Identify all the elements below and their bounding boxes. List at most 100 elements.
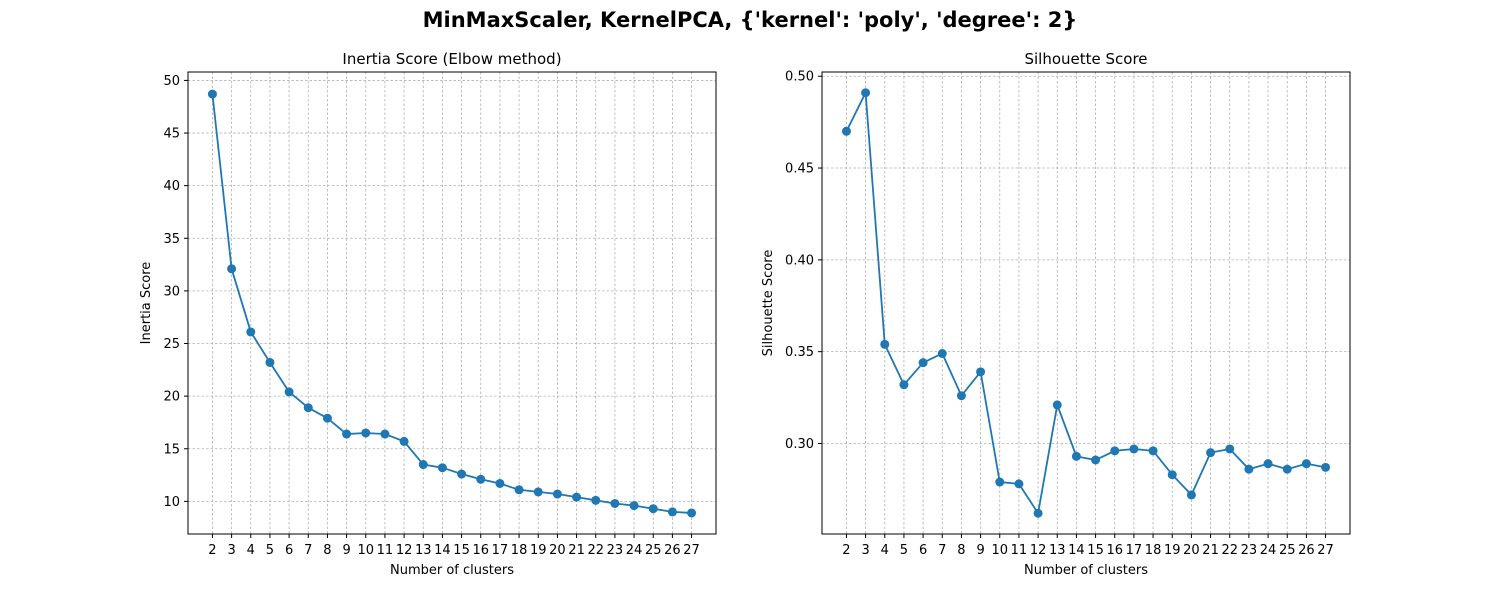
chart1-x-tick-label: 10: [357, 543, 374, 558]
chart2-x-tick-label: 19: [1164, 543, 1181, 558]
chart2-data-point: [899, 380, 909, 390]
chart1-data-point: [610, 498, 620, 508]
chart1-title: Inertia Score (Elbow method): [342, 50, 561, 68]
chart2-data-point: [1167, 470, 1177, 480]
chart2-data-point: [1186, 490, 1196, 500]
chart1-x-tick-label: 9: [342, 543, 350, 558]
chart1-data-point: [342, 429, 352, 439]
chart1-y-tick-label: 45: [163, 127, 180, 142]
chart1-data-point: [418, 460, 428, 470]
chart1-data-point: [514, 485, 524, 495]
chart1-data-point: [572, 492, 582, 502]
chart2-data-point: [841, 126, 851, 136]
chart1-data-point: [380, 429, 390, 439]
chart1-data-point: [322, 413, 332, 423]
chart1-x-tick-label: 23: [607, 543, 624, 558]
chart1-x-tick-label: 11: [377, 543, 394, 558]
chart1-y-axis-label: Inertia Score: [139, 262, 154, 345]
chart1-data-point: [246, 327, 256, 337]
chart1-y-tick-label: 25: [163, 337, 180, 352]
chart1-x-tick-label: 20: [549, 543, 566, 558]
chart1-data-point: [495, 478, 505, 488]
chart2-data-point: [1282, 464, 1292, 474]
chart1-x-tick-label: 8: [323, 543, 331, 558]
chart2-data-point: [1301, 459, 1311, 469]
chart2-data-point: [1110, 446, 1120, 456]
chart2-x-tick-label: 26: [1298, 543, 1315, 558]
chart1-data-point: [667, 507, 677, 517]
chart2-x-tick-label: 2: [842, 543, 850, 558]
chart2-data-point: [1321, 462, 1331, 472]
chart1-x-tick-label: 21: [568, 543, 585, 558]
chart2-x-tick-label: 14: [1068, 543, 1085, 558]
chart2-x-tick-label: 8: [957, 543, 965, 558]
chart1-y-tick-label: 30: [163, 284, 180, 299]
chart1-x-tick-label: 16: [472, 543, 489, 558]
chart2-title: Silhouette Score: [1024, 50, 1147, 68]
chart2-x-axis-label: Number of clusters: [1024, 563, 1148, 578]
chart2-x-tick-label: 24: [1260, 543, 1277, 558]
chart2-data-point: [880, 339, 890, 349]
chart2-data-point: [1148, 446, 1158, 456]
chart2-data-point: [995, 477, 1005, 487]
chart2-data-point: [1244, 464, 1254, 474]
chart1-x-tick-label: 2: [208, 543, 216, 558]
chart1-x-tick-label: 3: [227, 543, 235, 558]
chart2-data-point: [1263, 459, 1273, 469]
chart2-y-tick-label: 0.40: [785, 253, 814, 268]
chart1-y-tick-label: 10: [163, 495, 180, 510]
chart1-x-tick-label: 18: [511, 543, 528, 558]
chart1-data-point: [207, 89, 217, 99]
chart2-x-tick-label: 17: [1126, 543, 1143, 558]
chart2-x-tick-label: 16: [1106, 543, 1123, 558]
chart2-x-tick-label: 9: [976, 543, 984, 558]
chart2-x-tick-label: 13: [1049, 543, 1066, 558]
chart2-data-point: [1052, 400, 1062, 410]
chart1-data-point: [265, 357, 275, 367]
chart1-x-tick-label: 12: [396, 543, 413, 558]
chart2-series-line: [845, 89, 1326, 516]
chart1-x-tick-label: 5: [266, 543, 274, 558]
chart1-x-tick-label: 7: [304, 543, 312, 558]
chart1-data-point: [476, 474, 486, 484]
chart1-y-tick-label: 20: [163, 390, 180, 405]
chart1-data-point: [552, 489, 562, 499]
chart1-data-point: [457, 469, 467, 479]
chart2-x-tick-label: 23: [1241, 543, 1258, 558]
chart2-data-point: [1033, 508, 1043, 518]
chart2-x-tick-label: 11: [1011, 543, 1028, 558]
chart2-x-tick-label: 4: [881, 543, 889, 558]
chart1-series-line: [211, 94, 692, 514]
chart2-axes-frame: [821, 71, 1351, 535]
chart1-x-tick-label: 14: [434, 543, 451, 558]
chart2-y-tick-label: 0.35: [785, 345, 814, 360]
chart1-y-tick-label: 15: [163, 442, 180, 457]
chart1-data-point: [648, 504, 658, 514]
chart2-data-point: [1129, 444, 1139, 454]
chart1-data-point: [284, 387, 294, 397]
chart1-x-tick-label: 26: [664, 543, 681, 558]
chart2-y-axis-label: Silhouette Score: [761, 250, 776, 357]
chart2-data-point: [1071, 451, 1081, 461]
chart1-data-point: [591, 495, 601, 505]
chart1-x-tick-label: 19: [530, 543, 547, 558]
chart2-data-point: [937, 348, 947, 358]
chart2-x-tick-label: 3: [861, 543, 869, 558]
chart2-x-tick-label: 18: [1145, 543, 1162, 558]
chart2-data-point: [1206, 448, 1216, 458]
chart1-data-point: [303, 403, 313, 413]
chart2-y-tick-label: 0.45: [785, 162, 814, 177]
chart2-x-tick-label: 7: [938, 543, 946, 558]
chart2-data-point: [861, 88, 871, 98]
chart1-axes-frame: [187, 71, 717, 535]
chart1-data-point: [687, 508, 697, 518]
chart2-x-tick-label: 22: [1221, 543, 1238, 558]
chart2-data-point: [976, 367, 986, 377]
chart2-x-tick-label: 25: [1279, 543, 1296, 558]
chart2-y-tick-label: 0.30: [785, 437, 814, 452]
chart1-data-point: [437, 463, 447, 473]
chart1-x-tick-label: 24: [626, 543, 643, 558]
chart1-x-tick-label: 22: [587, 543, 604, 558]
